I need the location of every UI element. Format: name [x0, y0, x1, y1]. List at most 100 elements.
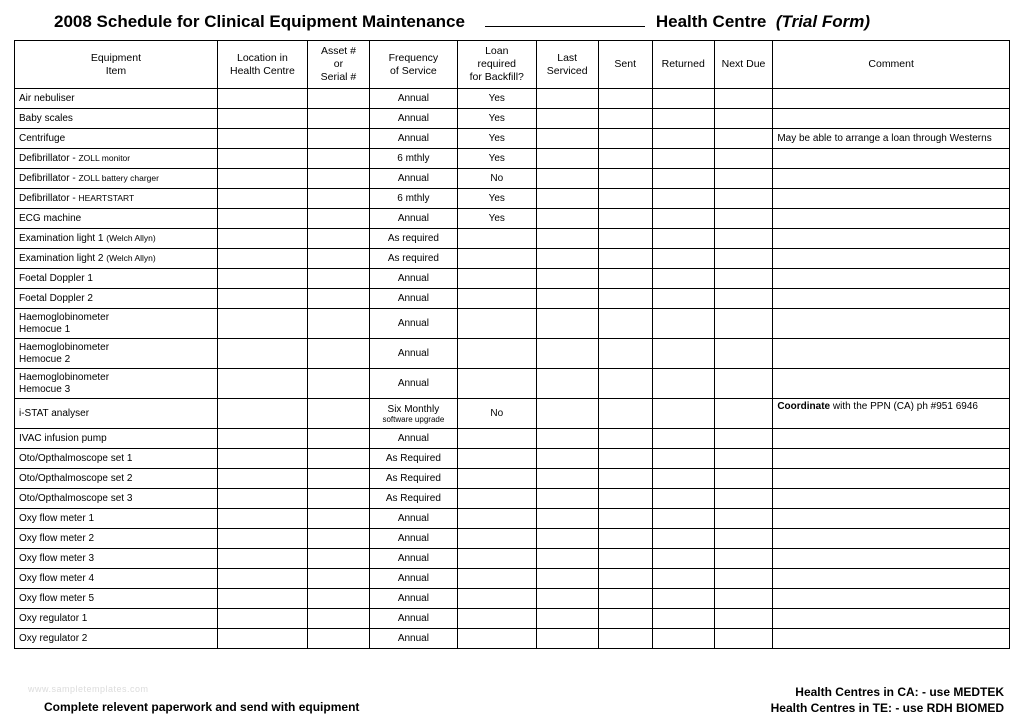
empty-cell — [307, 269, 369, 289]
table-row: Oto/Opthalmoscope set 2As Required — [15, 469, 1010, 489]
table-row: Oto/Opthalmoscope set 3As Required — [15, 489, 1010, 509]
empty-cell — [714, 589, 773, 609]
empty-cell — [536, 369, 598, 399]
empty-cell — [714, 569, 773, 589]
empty-cell — [652, 309, 714, 339]
empty-cell — [536, 449, 598, 469]
equipment-cell: Examination light 1 (Welch Allyn) — [15, 229, 218, 249]
empty-cell — [217, 269, 307, 289]
empty-cell — [598, 229, 652, 249]
watermark: www.sampletemplates.com — [28, 684, 149, 694]
empty-cell — [536, 589, 598, 609]
column-header: Frequencyof Service — [369, 41, 457, 89]
frequency-cell: Annual — [369, 429, 457, 449]
empty-cell — [652, 609, 714, 629]
empty-cell — [307, 289, 369, 309]
comment-cell — [773, 289, 1010, 309]
empty-cell — [652, 629, 714, 649]
empty-cell — [652, 529, 714, 549]
comment-cell — [773, 529, 1010, 549]
table-row: CentrifugeAnnualYesMay be able to arrang… — [15, 129, 1010, 149]
frequency-cell: Six Monthlysoftware upgrade — [369, 399, 457, 429]
column-header: Returned — [652, 41, 714, 89]
loan-cell: No — [457, 399, 536, 429]
loan-cell — [457, 609, 536, 629]
comment-cell — [773, 369, 1010, 399]
empty-cell — [714, 339, 773, 369]
empty-cell — [714, 399, 773, 429]
frequency-cell: As Required — [369, 449, 457, 469]
empty-cell — [307, 169, 369, 189]
frequency-cell: Annual — [369, 89, 457, 109]
comment-cell — [773, 339, 1010, 369]
equipment-cell: Oto/Opthalmoscope set 2 — [15, 469, 218, 489]
table-row: i-STAT analyserSix Monthlysoftware upgra… — [15, 399, 1010, 429]
empty-cell — [652, 169, 714, 189]
empty-cell — [714, 609, 773, 629]
table-row: Defibrillator - ZOLL monitor6 mthlyYes — [15, 149, 1010, 169]
frequency-cell: Annual — [369, 529, 457, 549]
comment-cell — [773, 149, 1010, 169]
table-row: IVAC infusion pumpAnnual — [15, 429, 1010, 449]
empty-cell — [307, 249, 369, 269]
frequency-cell: Annual — [369, 589, 457, 609]
table-row: Oxy flow meter 3Annual — [15, 549, 1010, 569]
column-header: LastServiced — [536, 41, 598, 89]
empty-cell — [217, 429, 307, 449]
empty-cell — [652, 589, 714, 609]
empty-cell — [217, 229, 307, 249]
empty-cell — [598, 569, 652, 589]
loan-cell — [457, 509, 536, 529]
empty-cell — [598, 429, 652, 449]
empty-cell — [598, 629, 652, 649]
empty-cell — [714, 469, 773, 489]
frequency-cell: Annual — [369, 309, 457, 339]
table-row: ECG machineAnnualYes — [15, 209, 1010, 229]
comment-cell — [773, 249, 1010, 269]
column-header: Next Due — [714, 41, 773, 89]
empty-cell — [598, 149, 652, 169]
empty-cell — [536, 209, 598, 229]
empty-cell — [217, 249, 307, 269]
equipment-cell: Defibrillator - ZOLL monitor — [15, 149, 218, 169]
empty-cell — [536, 489, 598, 509]
empty-cell — [536, 289, 598, 309]
title-trial: (Trial Form) — [776, 12, 870, 31]
empty-cell — [217, 509, 307, 529]
empty-cell — [217, 589, 307, 609]
empty-cell — [307, 229, 369, 249]
empty-cell — [598, 469, 652, 489]
comment-cell — [773, 429, 1010, 449]
empty-cell — [652, 229, 714, 249]
loan-cell: Yes — [457, 149, 536, 169]
empty-cell — [598, 269, 652, 289]
table-row: Foetal Doppler 2Annual — [15, 289, 1010, 309]
empty-cell — [598, 309, 652, 339]
empty-cell — [652, 469, 714, 489]
empty-cell — [536, 229, 598, 249]
comment-cell — [773, 269, 1010, 289]
empty-cell — [652, 129, 714, 149]
loan-cell — [457, 589, 536, 609]
empty-cell — [598, 509, 652, 529]
equipment-cell: Examination light 2 (Welch Allyn) — [15, 249, 218, 269]
comment-cell — [773, 509, 1010, 529]
empty-cell — [652, 249, 714, 269]
empty-cell — [598, 339, 652, 369]
frequency-cell: Annual — [369, 269, 457, 289]
loan-cell: Yes — [457, 209, 536, 229]
frequency-cell: Annual — [369, 509, 457, 529]
schedule-table: EquipmentItemLocation inHealth CentreAss… — [14, 40, 1010, 649]
frequency-cell: Annual — [369, 629, 457, 649]
empty-cell — [217, 609, 307, 629]
equipment-cell: Oxy flow meter 5 — [15, 589, 218, 609]
table-row: Examination light 2 (Welch Allyn)As requ… — [15, 249, 1010, 269]
empty-cell — [652, 209, 714, 229]
empty-cell — [598, 549, 652, 569]
table-row: Examination light 1 (Welch Allyn)As requ… — [15, 229, 1010, 249]
empty-cell — [598, 589, 652, 609]
empty-cell — [652, 339, 714, 369]
empty-cell — [598, 129, 652, 149]
empty-cell — [307, 209, 369, 229]
empty-cell — [714, 149, 773, 169]
